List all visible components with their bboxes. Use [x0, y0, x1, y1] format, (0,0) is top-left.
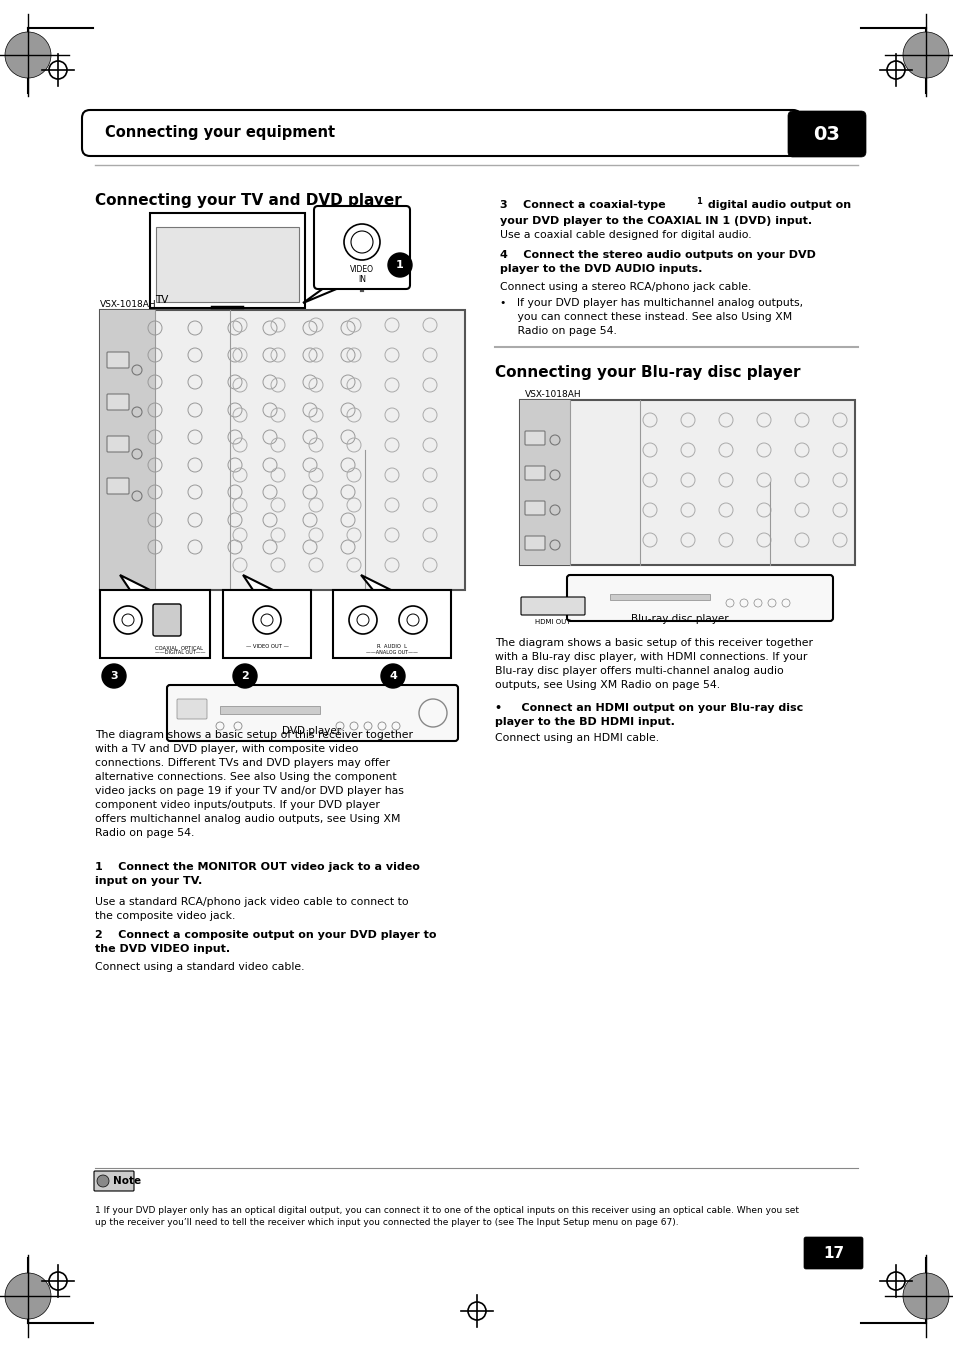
Circle shape: [102, 663, 126, 688]
Bar: [609, 594, 709, 600]
Bar: [100, 309, 154, 590]
Text: 3    Connect a coaxial-type: 3 Connect a coaxial-type: [499, 200, 665, 209]
Text: The diagram shows a basic setup of this receiver together
with a TV and DVD play: The diagram shows a basic setup of this …: [95, 730, 413, 838]
Text: •   If your DVD player has multichannel analog outputs,
     you can connect the: • If your DVD player has multichannel an…: [499, 299, 802, 336]
Bar: [519, 400, 569, 565]
FancyBboxPatch shape: [150, 213, 305, 308]
FancyBboxPatch shape: [107, 394, 129, 409]
Text: TV: TV: [154, 295, 168, 305]
Text: Use a standard RCA/phono jack video cable to connect to
the composite video jack: Use a standard RCA/phono jack video cabl…: [95, 897, 408, 921]
Text: 4: 4: [389, 671, 396, 681]
FancyBboxPatch shape: [787, 111, 865, 157]
Bar: [156, 227, 298, 303]
Text: — VIDEO OUT —: — VIDEO OUT —: [245, 644, 288, 650]
Text: •     Connect an HDMI output on your Blu-ray disc
player to the BD HDMI input.: • Connect an HDMI output on your Blu-ray…: [495, 703, 802, 727]
FancyBboxPatch shape: [223, 590, 311, 658]
Polygon shape: [360, 576, 391, 590]
Text: digital audio output on: digital audio output on: [703, 200, 850, 209]
FancyBboxPatch shape: [524, 501, 544, 515]
Text: VIDEO
IN: VIDEO IN: [350, 265, 374, 285]
Circle shape: [97, 1175, 109, 1188]
Text: Connecting your Blu-ray disc player: Connecting your Blu-ray disc player: [495, 365, 800, 380]
Text: Connecting your equipment: Connecting your equipment: [105, 126, 335, 141]
Text: your DVD player to the COAXIAL IN 1 (DVD) input.: your DVD player to the COAXIAL IN 1 (DVD…: [499, 216, 811, 226]
Text: VSX-1018AH: VSX-1018AH: [524, 390, 581, 399]
Text: Connect using an HDMI cable.: Connect using an HDMI cable.: [495, 734, 659, 743]
Circle shape: [380, 663, 405, 688]
Circle shape: [902, 1273, 948, 1319]
Polygon shape: [120, 576, 150, 590]
Text: DVD player: DVD player: [282, 725, 341, 736]
Text: Connect using a standard video cable.: Connect using a standard video cable.: [95, 962, 304, 971]
Text: 4    Connect the stereo audio outputs on your DVD
player to the DVD AUDIO inputs: 4 Connect the stereo audio outputs on yo…: [499, 250, 815, 274]
Text: En: En: [827, 1239, 839, 1248]
Text: Connecting your TV and DVD player: Connecting your TV and DVD player: [95, 193, 401, 208]
FancyBboxPatch shape: [524, 466, 544, 480]
Text: 2    Connect a composite output on your DVD player to
the DVD VIDEO input.: 2 Connect a composite output on your DVD…: [95, 929, 436, 954]
FancyBboxPatch shape: [107, 436, 129, 453]
Text: Note: Note: [112, 1175, 141, 1186]
Text: The diagram shows a basic setup of this receiver together
with a Blu-ray disc pl: The diagram shows a basic setup of this …: [495, 638, 812, 690]
FancyBboxPatch shape: [152, 604, 181, 636]
Circle shape: [388, 253, 412, 277]
FancyBboxPatch shape: [107, 353, 129, 367]
FancyBboxPatch shape: [100, 590, 210, 658]
Text: ——ANALOG OUT——: ——ANALOG OUT——: [366, 650, 417, 655]
Text: up the receiver you’ll need to tell the receiver which input you connected the p: up the receiver you’ll need to tell the …: [95, 1219, 678, 1227]
FancyBboxPatch shape: [520, 597, 584, 615]
Polygon shape: [243, 576, 273, 590]
Text: 3: 3: [111, 671, 117, 681]
Bar: [100, 309, 464, 590]
Text: 03: 03: [813, 124, 840, 143]
FancyBboxPatch shape: [177, 698, 207, 719]
FancyBboxPatch shape: [314, 205, 410, 289]
Text: VSX-1018AH: VSX-1018AH: [100, 300, 156, 309]
Text: R  AUDIO  L: R AUDIO L: [376, 644, 407, 650]
Text: Use a coaxial cable designed for digital audio.: Use a coaxial cable designed for digital…: [499, 230, 751, 240]
Text: 1 If your DVD player only has an optical digital output, you can connect it to o: 1 If your DVD player only has an optical…: [95, 1206, 799, 1215]
Text: Blu-ray disc player: Blu-ray disc player: [631, 613, 728, 624]
FancyBboxPatch shape: [803, 1238, 862, 1269]
Circle shape: [5, 32, 51, 78]
FancyBboxPatch shape: [566, 576, 832, 621]
FancyBboxPatch shape: [524, 536, 544, 550]
Text: 1: 1: [696, 197, 701, 205]
Circle shape: [902, 32, 948, 78]
Text: 1    Connect the MONITOR OUT video jack to a video
input on your TV.: 1 Connect the MONITOR OUT video jack to …: [95, 862, 419, 886]
Circle shape: [5, 1273, 51, 1319]
Text: 2: 2: [241, 671, 249, 681]
FancyBboxPatch shape: [82, 109, 801, 155]
Bar: [220, 707, 319, 713]
Text: Connect using a stereo RCA/phono jack cable.: Connect using a stereo RCA/phono jack ca…: [499, 282, 751, 292]
FancyBboxPatch shape: [333, 590, 451, 658]
Polygon shape: [303, 285, 346, 303]
Text: 17: 17: [822, 1246, 843, 1260]
Bar: [519, 400, 854, 565]
FancyBboxPatch shape: [524, 431, 544, 444]
FancyBboxPatch shape: [94, 1171, 133, 1192]
Circle shape: [233, 663, 256, 688]
Text: HDMI OUT: HDMI OUT: [535, 619, 570, 626]
Text: COAXIAL  OPTICAL: COAXIAL OPTICAL: [154, 646, 203, 650]
Text: ——DIGITAL OUT——: ——DIGITAL OUT——: [154, 650, 205, 655]
Text: 1: 1: [395, 259, 403, 270]
FancyBboxPatch shape: [107, 478, 129, 494]
FancyBboxPatch shape: [167, 685, 457, 740]
